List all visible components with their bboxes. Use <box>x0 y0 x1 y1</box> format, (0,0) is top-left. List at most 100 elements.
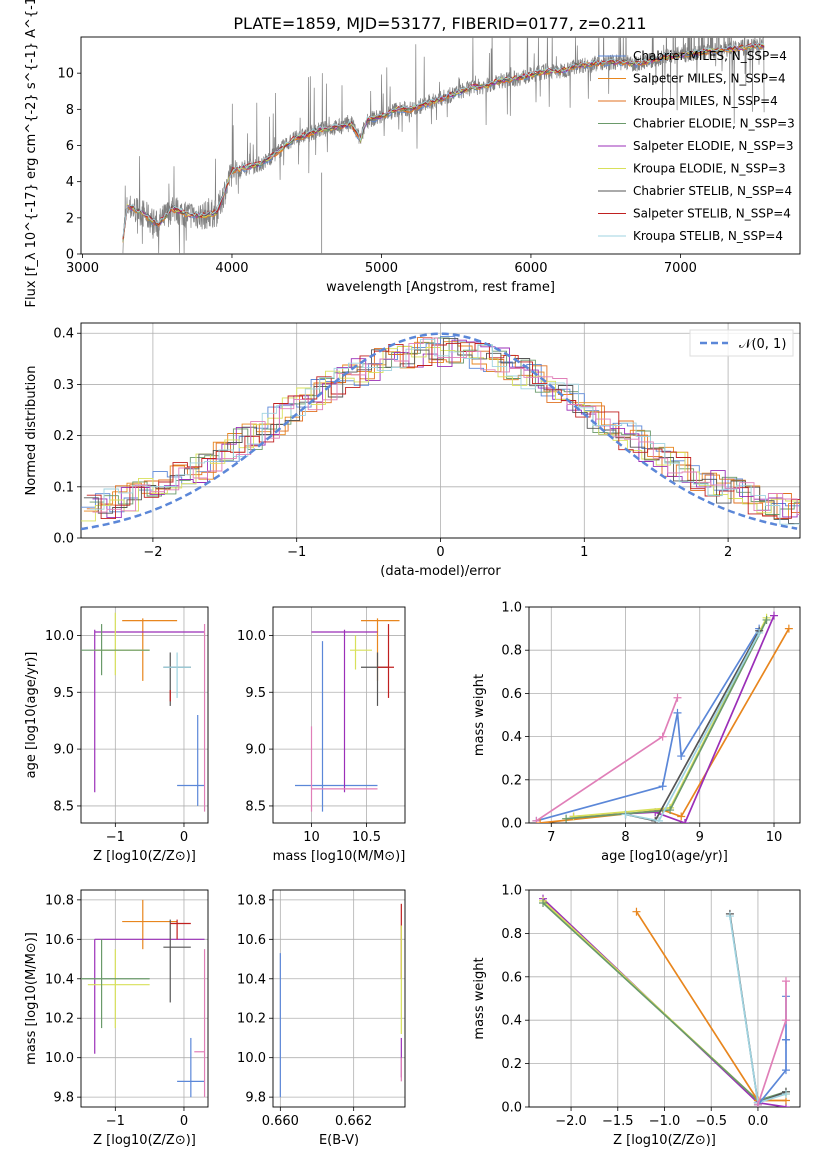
y-tick-label: 0.6 <box>501 687 522 702</box>
x-tick-label: −2.0 <box>555 1114 587 1129</box>
legend-label: Kroupa ELODIE, N_SSP=3 <box>633 162 786 176</box>
x-tick-label: 0.662 <box>335 1114 372 1129</box>
y-tick-label: 0.4 <box>53 327 74 342</box>
x-axis-label: Z [log10(Z/Z⊙)] <box>93 849 196 864</box>
y-tick-label: 6 <box>66 139 74 154</box>
x-tick-label: 0.660 <box>262 1114 299 1129</box>
x-tick-label: 10 <box>303 830 320 845</box>
spectrum-plot-area <box>122 37 765 254</box>
y-tick-label: 9.8 <box>245 1091 266 1106</box>
y-tick-label: 0.4 <box>501 730 522 745</box>
mass-weight-point <box>654 816 663 823</box>
x-tick-label: 2 <box>724 545 732 560</box>
mass-weight-point <box>680 819 689 823</box>
plot-area <box>532 611 793 823</box>
x-tick-label: 4000 <box>215 261 248 276</box>
age-vs-mass-panel: 10 10.5 8.5 9.0 9.5 10.0 mass [log10(M/M⊙)] <box>237 606 406 864</box>
figure-title: PLATE=1859, MJD=53177, FIBERID=0177, z=0… <box>233 14 646 33</box>
x-tick-label: 10 <box>766 830 783 845</box>
mass-weight-point <box>762 615 771 624</box>
mass-weight-point <box>562 814 571 823</box>
axes-frame <box>80 322 801 539</box>
mass-weight-point <box>725 912 734 921</box>
y-axis-label: mass [log10(M/M⊙)] <box>24 932 39 1065</box>
x-tick-label: 0.0 <box>748 1114 769 1129</box>
y-tick-label: 10.6 <box>237 933 266 948</box>
mass-weight-point <box>536 819 545 823</box>
y-tick-label: 8.5 <box>245 799 266 814</box>
x-tick-label: −1 <box>106 830 125 845</box>
axes-frame <box>80 889 209 1108</box>
y-tick-label: 10.2 <box>237 1012 266 1027</box>
x-tick-label: 8 <box>621 830 629 845</box>
residual-histogram-step <box>89 339 800 525</box>
y-tick-label: 2 <box>66 211 74 226</box>
mass-weight-point <box>755 628 764 637</box>
mass-weight-point <box>781 1035 790 1044</box>
legend-label: Salpeter ELODIE, N_SSP=3 <box>633 139 794 153</box>
y-axis-label: Normed distribution <box>24 366 39 496</box>
axes-frame <box>80 606 209 824</box>
x-tick-label: −0.5 <box>695 1114 727 1129</box>
x-axis-label: (data-model)/error <box>380 564 501 579</box>
x-axis-label: wavelength [Angstrom, rest frame] <box>326 280 555 295</box>
age-vs-Z-panel: −1 0 8.5 9.0 9.5 10.0 Z [log10(Z/Z⊙)] age [log1… <box>24 606 209 864</box>
y-tick-label: 10.0 <box>45 629 74 644</box>
x-tick-label: 0 <box>436 545 444 560</box>
x-tick-label: −1.5 <box>602 1114 634 1129</box>
y-tick-label: 9.5 <box>245 686 266 701</box>
spectrum-legend: Chabrier MILES, N_SSP=4 Salpeter MILES, N… <box>598 49 795 243</box>
y-tick-label: 0.3 <box>53 378 74 393</box>
y-tick-label: 10.2 <box>45 1012 74 1027</box>
x-tick-label: −1.0 <box>649 1114 681 1129</box>
mass-weight-point <box>658 732 667 741</box>
mass-weight-point <box>753 1100 762 1107</box>
residual-histogram-step <box>83 341 800 519</box>
y-tick-label: 9.5 <box>53 686 74 701</box>
axes-frame <box>528 606 801 824</box>
x-axis-label: age [log10(age/yr)] <box>601 849 728 864</box>
mass-vs-ebv-panel: 0.660 0.662 9.8 10.0 10.2 10.4 10.6 10.8 E(B-V) <box>237 889 406 1148</box>
x-tick-label: 5000 <box>365 261 398 276</box>
x-tick-label: 0 <box>180 1114 188 1129</box>
model-spectrum-line <box>122 42 765 237</box>
mass-weight-point <box>781 977 790 986</box>
mass-weight-line <box>757 996 787 1106</box>
spectrum-panel: 3000 4000 5000 6000 7000 0 2 4 6 8 10 wavelength [A… <box>24 0 801 307</box>
mass-weight-line <box>625 630 760 822</box>
y-tick-label: 8 <box>66 103 74 118</box>
x-tick-label: 3000 <box>66 261 99 276</box>
legend-label: Kroupa STELIB, N_SSP=4 <box>633 229 783 243</box>
mass-weight-point <box>781 1016 790 1025</box>
residual-histogram-step <box>92 337 800 515</box>
legend-label: Kroupa MILES, N_SSP=4 <box>633 94 778 108</box>
mass-weight-point <box>781 1089 790 1098</box>
mass-weight-point <box>673 708 682 717</box>
legend-label: Chabrier ELODIE, N_SSP=3 <box>633 117 795 131</box>
mass-weight-point <box>677 812 686 821</box>
y-tick-label: 0.0 <box>501 817 522 832</box>
plot-area <box>539 894 790 1107</box>
x-tick-label: 6000 <box>514 261 547 276</box>
y-tick-label: 10.0 <box>45 1051 74 1066</box>
y-tick-label: 0.2 <box>501 773 522 788</box>
y-tick-label: 0.8 <box>501 927 522 942</box>
y-tick-label: 1.0 <box>501 884 522 899</box>
y-tick-label: 10.0 <box>237 1051 266 1066</box>
axes-frame <box>272 889 406 1108</box>
mass-weight-point <box>532 816 541 823</box>
mass-weight-point <box>621 810 630 819</box>
residual-histogram-step <box>83 337 800 524</box>
y-tick-label: 0.0 <box>53 532 74 547</box>
mass-weight-point <box>539 899 548 908</box>
y-tick-label: 9.0 <box>53 743 74 758</box>
x-axis-label: mass [log10(M/M⊙)] <box>273 849 406 864</box>
axes-frame <box>528 889 801 1108</box>
legend-label: Salpeter STELIB, N_SSP=4 <box>633 207 791 221</box>
mass-weight-point <box>770 611 779 620</box>
weight-vs-Z-panel: −2.0 −1.5 −1.0 −0.5 0.0 0.0 0.2 0.4 0.6 0.8 1.0 Z [… <box>472 884 801 1148</box>
y-tick-label: 0 <box>66 248 74 263</box>
y-tick-label: 4 <box>66 175 74 190</box>
legend-label: Chabrier STELIB, N_SSP=4 <box>633 184 792 198</box>
